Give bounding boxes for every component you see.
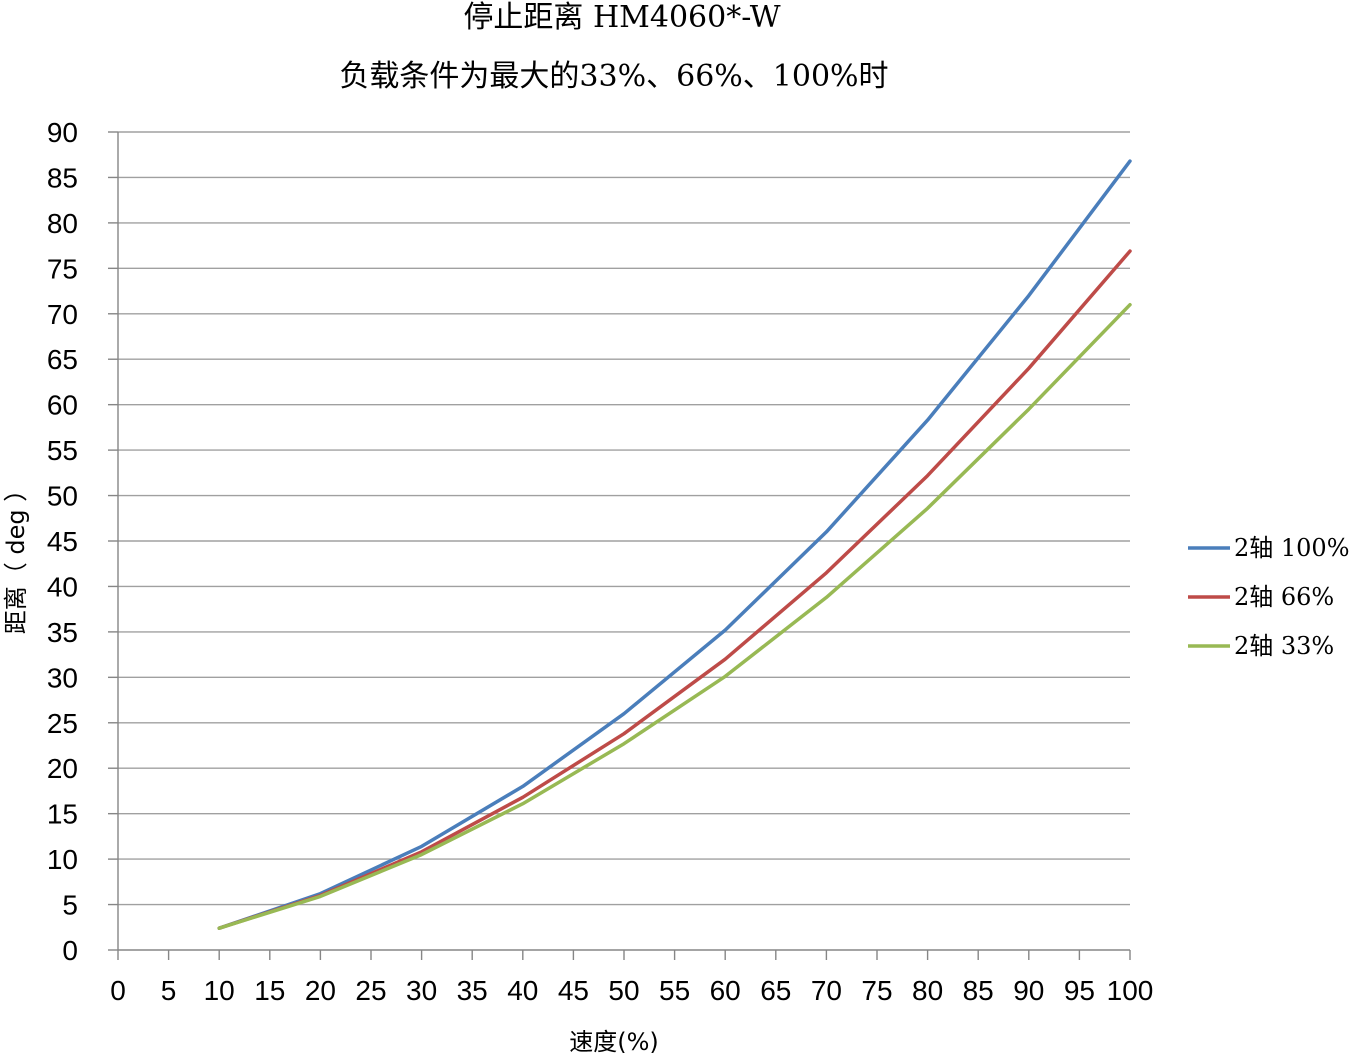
x-tick-label: 50	[608, 975, 639, 1006]
y-tick-label: 55	[47, 435, 78, 466]
x-tick-label: 5	[161, 975, 177, 1006]
x-tick-label: 20	[305, 975, 336, 1006]
legend-label: 2轴 100%	[1234, 534, 1350, 562]
x-tick-label: 85	[963, 975, 994, 1006]
y-tick-label: 65	[47, 344, 78, 375]
y-axis-label: 距离（ deg ）	[2, 478, 30, 635]
x-tick-label: 0	[110, 975, 126, 1006]
series-group	[217, 159, 1132, 930]
x-tick-label: 75	[861, 975, 892, 1006]
x-tick-label: 30	[406, 975, 437, 1006]
y-axis-ticks: 0 5 10 15 20 25 30 35 40 45 50 55 60 65 70 75 80 85 90	[47, 117, 118, 966]
x-tick-label: 65	[760, 975, 791, 1006]
x-tick-label: 70	[811, 975, 842, 1006]
y-tick-label: 15	[47, 799, 78, 830]
series-line-3	[217, 302, 1132, 930]
y-tick-label: 50	[47, 481, 78, 512]
x-tick-label: 10	[204, 975, 235, 1006]
x-axis-ticks: 0 5 10 15 20 25 30 35 40 45 50 55 60 65 70 75 80 85 90 95 10…	[110, 950, 1153, 1006]
y-tick-label: 70	[47, 299, 78, 330]
y-tick-label: 5	[62, 890, 78, 921]
y-tick-label: 60	[47, 390, 78, 421]
x-tick-label: 25	[355, 975, 386, 1006]
y-tick-label: 75	[47, 253, 78, 284]
series-line-1	[217, 159, 1132, 930]
x-tick-label: 80	[912, 975, 943, 1006]
series-line-2	[217, 249, 1132, 930]
x-tick-label: 40	[507, 975, 538, 1006]
legend: 2轴 100% 2轴 66% 2轴 33%	[1188, 534, 1350, 660]
chart-subtitle: 负载条件为最大的33%、66%、100%时	[339, 59, 888, 94]
gridlines	[118, 131, 1130, 906]
x-tick-label: 95	[1064, 975, 1095, 1006]
y-tick-label: 85	[47, 162, 78, 193]
y-tick-label: 0	[62, 935, 78, 966]
x-tick-label: 45	[558, 975, 589, 1006]
y-tick-label: 20	[47, 753, 78, 784]
x-tick-label: 100	[1107, 975, 1154, 1006]
legend-label: 2轴 33%	[1234, 632, 1334, 660]
x-axis-label: 速度(%)	[569, 1028, 659, 1054]
y-tick-label: 25	[47, 708, 78, 739]
x-tick-label: 60	[710, 975, 741, 1006]
y-tick-label: 40	[47, 571, 78, 602]
y-tick-label: 30	[47, 662, 78, 693]
x-tick-label: 55	[659, 975, 690, 1006]
y-tick-label: 10	[47, 844, 78, 875]
x-tick-label: 90	[1013, 975, 1044, 1006]
x-tick-label: 35	[457, 975, 488, 1006]
y-tick-label: 90	[47, 117, 78, 148]
y-tick-label: 35	[47, 617, 78, 648]
y-tick-label: 45	[47, 526, 78, 557]
chart-title: 停止距离 HM4060*-W	[463, 0, 780, 35]
legend-label: 2轴 66%	[1234, 583, 1334, 611]
x-tick-label: 15	[254, 975, 285, 1006]
y-tick-label: 80	[47, 208, 78, 239]
